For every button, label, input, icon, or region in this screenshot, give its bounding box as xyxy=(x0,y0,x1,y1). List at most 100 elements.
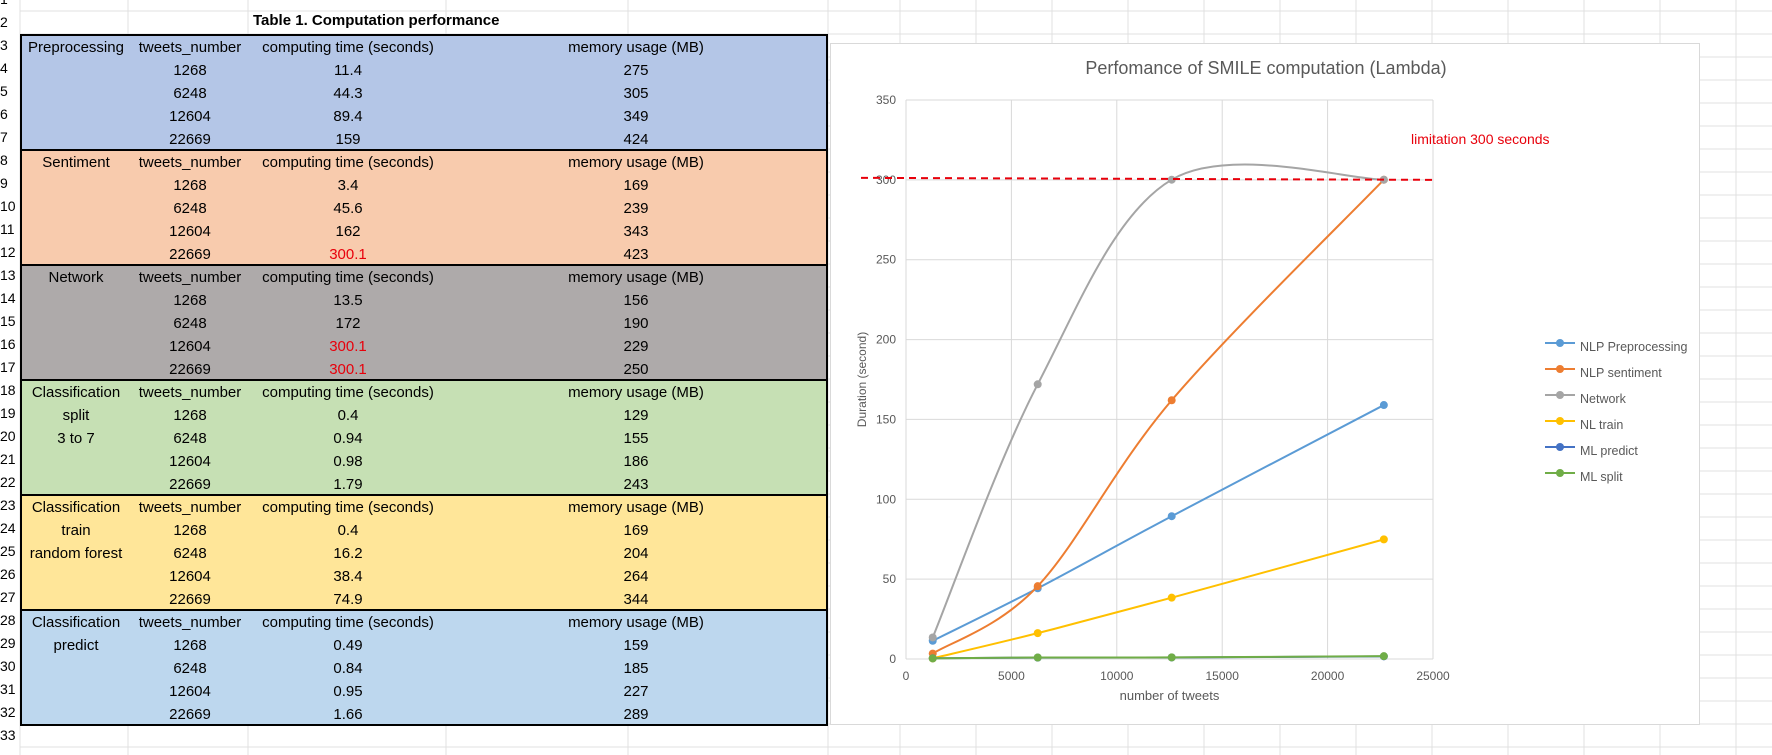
row-number[interactable]: 21 xyxy=(0,451,16,467)
cell-tweets-number[interactable]: 1268 xyxy=(173,407,207,424)
row-number[interactable]: 9 xyxy=(0,175,8,191)
cell-memory-usage[interactable]: 159 xyxy=(623,637,649,654)
row-number[interactable]: 26 xyxy=(0,566,16,582)
cell-memory-usage[interactable]: 204 xyxy=(623,545,649,562)
cell-memory-usage[interactable]: 424 xyxy=(623,131,649,148)
cell-tweets-number[interactable]: 12604 xyxy=(169,683,211,700)
cell-computing-time[interactable]: 300.1 xyxy=(329,361,367,378)
cell-tweets-number[interactable]: 1268 xyxy=(173,62,207,79)
row-number[interactable]: 13 xyxy=(0,267,16,283)
header-memory-usage[interactable]: memory usage (MB) xyxy=(568,614,704,631)
row-number[interactable]: 19 xyxy=(0,405,16,421)
cell-computing-time[interactable]: 0.95 xyxy=(333,683,363,700)
section-label[interactable]: random forest xyxy=(29,545,123,562)
cell-tweets-number[interactable]: 6248 xyxy=(173,545,207,562)
cell-tweets-number[interactable]: 12604 xyxy=(169,568,211,585)
legend-entry[interactable]: NLP sentiment xyxy=(1544,363,1694,383)
cell-memory-usage[interactable]: 250 xyxy=(623,361,649,378)
cell-computing-time[interactable]: 172 xyxy=(335,315,361,332)
header-computing-time[interactable]: computing time (seconds) xyxy=(262,384,434,401)
header-tweets-number[interactable]: tweets_number xyxy=(138,39,242,56)
cell-tweets-number[interactable]: 12604 xyxy=(169,223,211,240)
cell-tweets-number[interactable]: 6248 xyxy=(173,85,207,102)
cell-memory-usage[interactable]: 349 xyxy=(623,108,649,125)
cell-tweets-number[interactable]: 6248 xyxy=(173,315,207,332)
cell-tweets-number[interactable]: 22669 xyxy=(169,361,211,378)
header-computing-time[interactable]: computing time (seconds) xyxy=(262,154,434,171)
performance-chart[interactable]: 0 50 100 150 200 250 300 350 0 5000 10000 15000 2000… xyxy=(830,43,1700,725)
cell-tweets-number[interactable]: 1268 xyxy=(173,637,207,654)
cell-computing-time[interactable]: 300.1 xyxy=(329,246,367,263)
cell-memory-usage[interactable]: 229 xyxy=(623,338,649,355)
cell-memory-usage[interactable]: 289 xyxy=(623,706,649,723)
section-label[interactable]: Classification xyxy=(31,499,121,516)
cell-tweets-number[interactable]: 12604 xyxy=(169,108,211,125)
cell-computing-time[interactable]: 0.84 xyxy=(333,660,363,677)
legend-entry[interactable]: ML split xyxy=(1544,467,1694,487)
cell-memory-usage[interactable]: 227 xyxy=(623,683,649,700)
row-number[interactable]: 1 xyxy=(0,0,20,10)
cell-memory-usage[interactable]: 185 xyxy=(623,660,649,677)
section-label[interactable]: 3 to 7 xyxy=(57,430,95,447)
section-label[interactable]: Classification xyxy=(31,384,121,401)
legend-entry[interactable]: NL train xyxy=(1544,415,1694,435)
cell-computing-time[interactable]: 0.98 xyxy=(333,453,363,470)
header-memory-usage[interactable]: memory usage (MB) xyxy=(568,39,704,56)
header-tweets-number[interactable]: tweets_number xyxy=(138,269,242,286)
row-number[interactable]: 27 xyxy=(0,589,16,605)
cell-tweets-number[interactable]: 12604 xyxy=(169,338,211,355)
row-number[interactable]: 30 xyxy=(0,658,16,674)
cell-tweets-number[interactable]: 1268 xyxy=(173,177,207,194)
row-number[interactable]: 18 xyxy=(0,382,16,398)
row-number[interactable]: 10 xyxy=(0,198,16,214)
cell-computing-time[interactable]: 38.4 xyxy=(333,568,363,585)
cell-computing-time[interactable]: 0.94 xyxy=(333,430,363,447)
row-number[interactable]: 8 xyxy=(0,152,8,168)
section-label[interactable]: predict xyxy=(53,637,99,654)
row-number[interactable]: 17 xyxy=(0,359,16,375)
section-label[interactable]: Network xyxy=(48,269,104,286)
row-number[interactable]: 22 xyxy=(0,474,16,490)
cell-memory-usage[interactable]: 305 xyxy=(623,85,649,102)
header-memory-usage[interactable]: memory usage (MB) xyxy=(568,499,704,516)
header-computing-time[interactable]: computing time (seconds) xyxy=(262,614,434,631)
cell-tweets-number[interactable]: 6248 xyxy=(173,430,207,447)
cell-computing-time[interactable]: 1.66 xyxy=(333,706,363,723)
cell-computing-time[interactable]: 159 xyxy=(335,131,361,148)
cell-memory-usage[interactable]: 169 xyxy=(623,177,649,194)
header-memory-usage[interactable]: memory usage (MB) xyxy=(568,269,704,286)
header-computing-time[interactable]: computing time (seconds) xyxy=(262,499,434,516)
row-number[interactable]: 11 xyxy=(0,221,15,237)
cell-tweets-number[interactable]: 1268 xyxy=(173,522,207,539)
row-number[interactable]: 2 xyxy=(0,14,8,30)
cell-computing-time[interactable]: 300.1 xyxy=(329,338,367,355)
row-number[interactable]: 16 xyxy=(0,336,16,352)
cell-memory-usage[interactable]: 156 xyxy=(623,292,649,309)
cell-memory-usage[interactable]: 239 xyxy=(623,200,649,217)
header-memory-usage[interactable]: memory usage (MB) xyxy=(568,154,704,171)
legend-entry[interactable]: NLP Preprocessing xyxy=(1544,337,1694,357)
cell-tweets-number[interactable]: 22669 xyxy=(169,706,211,723)
cell-tweets-number[interactable]: 22669 xyxy=(169,246,211,263)
row-number[interactable]: 12 xyxy=(0,244,16,260)
row-number[interactable]: 23 xyxy=(0,497,16,513)
section-label[interactable]: train xyxy=(61,522,91,539)
row-number[interactable]: 4 xyxy=(0,60,8,76)
header-tweets-number[interactable]: tweets_number xyxy=(138,154,242,171)
header-tweets-number[interactable]: tweets_number xyxy=(138,499,242,516)
cell-computing-time[interactable]: 89.4 xyxy=(333,108,363,125)
cell-computing-time[interactable]: 162 xyxy=(335,223,361,240)
header-tweets-number[interactable]: tweets_number xyxy=(138,614,242,631)
row-number[interactable]: 20 xyxy=(0,428,16,444)
cell-computing-time[interactable]: 0.49 xyxy=(333,637,363,654)
header-computing-time[interactable]: computing time (seconds) xyxy=(262,39,434,56)
cell-memory-usage[interactable]: 186 xyxy=(623,453,649,470)
cell-tweets-number[interactable]: 22669 xyxy=(169,131,211,148)
legend-entry[interactable]: ML predict xyxy=(1544,441,1694,461)
cell-computing-time[interactable]: 3.4 xyxy=(337,177,359,194)
section-label[interactable]: Preprocessing xyxy=(28,39,124,56)
cell-computing-time[interactable]: 74.9 xyxy=(333,591,363,608)
row-number[interactable]: 14 xyxy=(0,290,16,306)
row-number[interactable]: 28 xyxy=(0,612,16,628)
cell-computing-time[interactable]: 1.79 xyxy=(333,476,363,493)
